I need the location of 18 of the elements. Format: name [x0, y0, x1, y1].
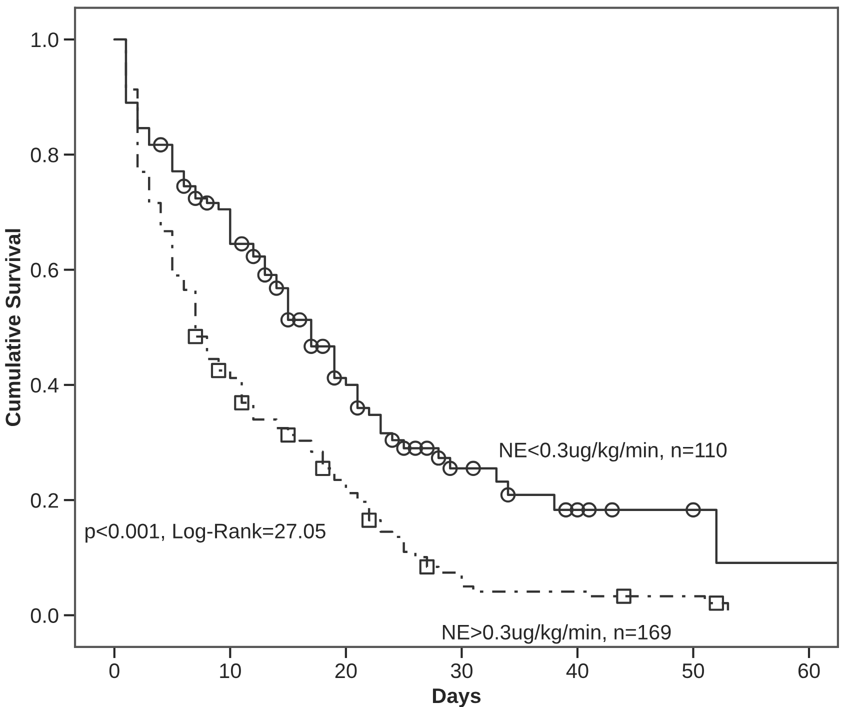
y-tick-label: 1.0 [32, 32, 58, 48]
x-tick-label: 10 [220, 663, 241, 678]
y-tick-label: 0.2 [30, 493, 58, 508]
x-tick-label: 40 [566, 663, 588, 678]
series-label: NE<0.3ug/kg/min, n=110 [500, 442, 727, 462]
x-tick-label: 50 [682, 663, 704, 678]
y-tick-label: 0.0 [30, 608, 58, 623]
x-tick-label: 30 [450, 663, 472, 678]
series-label: NE>0.3ug/kg/min, n=169 [442, 624, 671, 644]
annotation: p<0.001, Log-Rank=27.05 [86, 523, 326, 543]
x-tick-label: 0 [109, 663, 120, 678]
x-tick-label: 20 [335, 663, 357, 678]
y-axis-title: Cumulative Survival [5, 229, 20, 426]
y-tick-label: 0.8 [30, 148, 58, 162]
x-axis-title: Days [432, 688, 481, 707]
y-tick-label: 0.4 [30, 378, 58, 393]
x-tick-label: 60 [798, 663, 820, 678]
y-tick-label: 0.6 [30, 262, 58, 278]
